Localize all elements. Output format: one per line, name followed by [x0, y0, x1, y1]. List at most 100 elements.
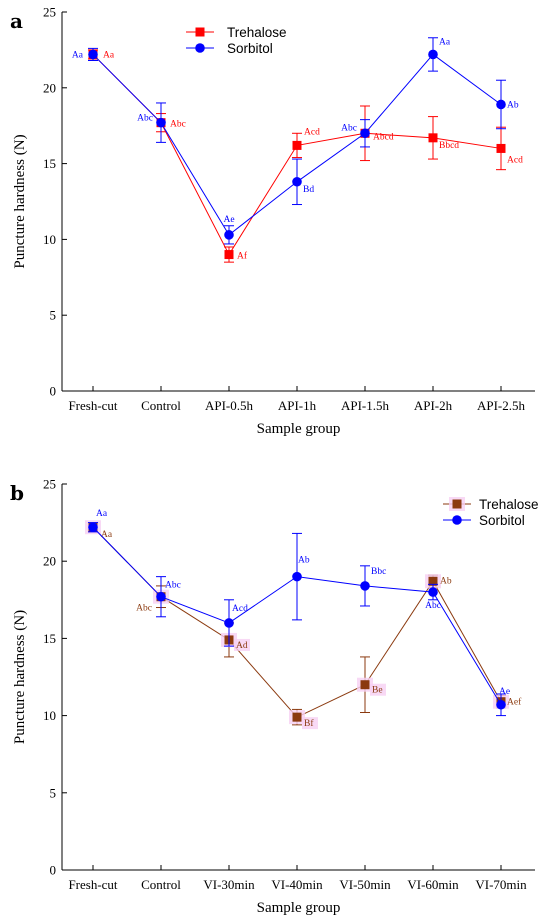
series-sorbitol: Aa Abc Acd Ab Bbc Abc Ae: [88, 509, 510, 717]
data-label: Aa: [96, 509, 108, 519]
data-point: [496, 99, 506, 110]
data-label: Bd: [303, 185, 314, 195]
legend-label: Trehalose: [227, 25, 287, 40]
data-label: Abc: [137, 114, 153, 124]
data-label: Ab: [298, 556, 310, 566]
data-label: Bbcd: [439, 141, 459, 151]
data-label: Ab: [440, 576, 452, 586]
legend-label: Trehalose: [479, 497, 539, 512]
data-label: Bf: [304, 718, 314, 729]
data-label: Aa: [103, 50, 115, 60]
data-point: [496, 699, 506, 710]
x-tick-label: API-2.5h: [477, 398, 526, 413]
data-point: [156, 591, 166, 602]
data-label: Aa: [72, 50, 84, 60]
y-tick-label: 10: [43, 708, 56, 723]
data-label: Aa: [101, 530, 113, 540]
x-tick-label: API-1.5h: [341, 398, 390, 413]
legend-marker: [195, 27, 205, 37]
legend-label: Sorbitol: [479, 513, 525, 528]
data-label: Be: [372, 686, 383, 696]
chart-panel-a: a 0 5 10 15 20 25 Fresh-cut Control API-0.5h API-1…: [10, 5, 535, 437]
chart-panel-b: b 0 5 10 15 20 25 Fresh-cut Control VI-30min VI-40…: [10, 477, 539, 917]
data-label: Ae: [499, 687, 510, 697]
data-point: [292, 176, 302, 187]
x-tick-label: API-0.5h: [205, 398, 254, 413]
y-tick-label: 25: [43, 477, 56, 492]
label-highlight: [370, 683, 386, 696]
x-axis-title: Sample group: [257, 900, 341, 916]
x-tick-label: VI-60min: [407, 877, 459, 892]
data-point: [292, 571, 302, 582]
data-label: Abc: [425, 601, 441, 611]
data-point: [292, 140, 302, 150]
y-tick-label: 0: [50, 863, 57, 878]
data-point: [224, 618, 234, 628]
data-point: [88, 522, 98, 533]
data-point: [496, 143, 506, 153]
data-point: [360, 680, 370, 690]
x-tick-label: VI-30min: [203, 877, 255, 892]
data-label: Abc: [170, 120, 186, 130]
x-axis-title: Sample group: [257, 421, 341, 437]
x-tick-label: VI-50min: [339, 877, 391, 892]
data-label: Aef: [507, 697, 522, 708]
data-point: [224, 230, 234, 240]
y-tick-label: 20: [43, 80, 56, 95]
y-tick-label: 0: [50, 384, 57, 399]
data-label: Ad: [236, 641, 248, 651]
data-point: [428, 133, 438, 143]
data-point: [428, 576, 438, 586]
x-tick-label: VI-40min: [271, 877, 323, 892]
x-tick-label: Fresh-cut: [68, 398, 117, 413]
data-label: Abc: [165, 581, 181, 591]
label-highlight: [302, 717, 318, 730]
data-label: Bbc: [371, 567, 386, 577]
data-point: [224, 250, 234, 260]
data-point: [428, 587, 438, 597]
data-point: [156, 117, 166, 128]
data-label: Abc: [136, 604, 152, 614]
y-tick-label: 5: [50, 785, 57, 800]
legend-marker: [195, 43, 205, 53]
data-point: [292, 712, 302, 722]
data-label: Acd: [304, 127, 320, 137]
series-trehalose: Aa Abc Af Acd Abcd Bbcd Acd: [88, 49, 523, 263]
series-trehalose: Aa Abc Ad Bf Be Ab Aef: [85, 520, 522, 730]
data-label: Acd: [507, 155, 523, 165]
legend-marker: [452, 499, 462, 509]
x-tick-label: API-2h: [414, 398, 453, 413]
y-tick-label: 5: [50, 308, 57, 323]
data-label: Ab: [507, 100, 519, 110]
y-tick-label: 25: [43, 5, 56, 20]
data-point: [360, 128, 370, 139]
data-label: Acd: [232, 604, 248, 614]
legend-label: Sorbitol: [227, 41, 273, 56]
data-label: Ae: [223, 215, 234, 225]
x-tick-label: Fresh-cut: [68, 877, 117, 892]
y-axis-title: Puncture hardness (N): [12, 134, 28, 268]
x-tick-label: Control: [141, 877, 181, 892]
data-label: Af: [237, 251, 248, 262]
x-tick-label: Control: [141, 398, 181, 413]
y-tick-label: 15: [43, 156, 56, 171]
y-axis-title: Puncture hardness (N): [12, 610, 28, 744]
data-point: [360, 581, 370, 591]
y-tick-label: 20: [43, 554, 56, 569]
label-highlight: [234, 638, 250, 651]
x-tick-label: VI-70min: [475, 877, 527, 892]
y-tick-label: 15: [43, 631, 56, 646]
data-point: [428, 49, 438, 60]
data-label: Aa: [439, 37, 451, 47]
data-label: Abc: [341, 123, 357, 133]
series-sorbitol: Aa Abc Ae Bd Abc Aa Ab: [72, 37, 519, 245]
panel-letter: b: [10, 481, 24, 505]
legend-marker: [452, 515, 462, 525]
data-point: [88, 49, 98, 60]
data-label: Abcd: [373, 132, 394, 142]
y-tick-label: 10: [43, 232, 56, 247]
x-tick-label: API-1h: [278, 398, 317, 413]
